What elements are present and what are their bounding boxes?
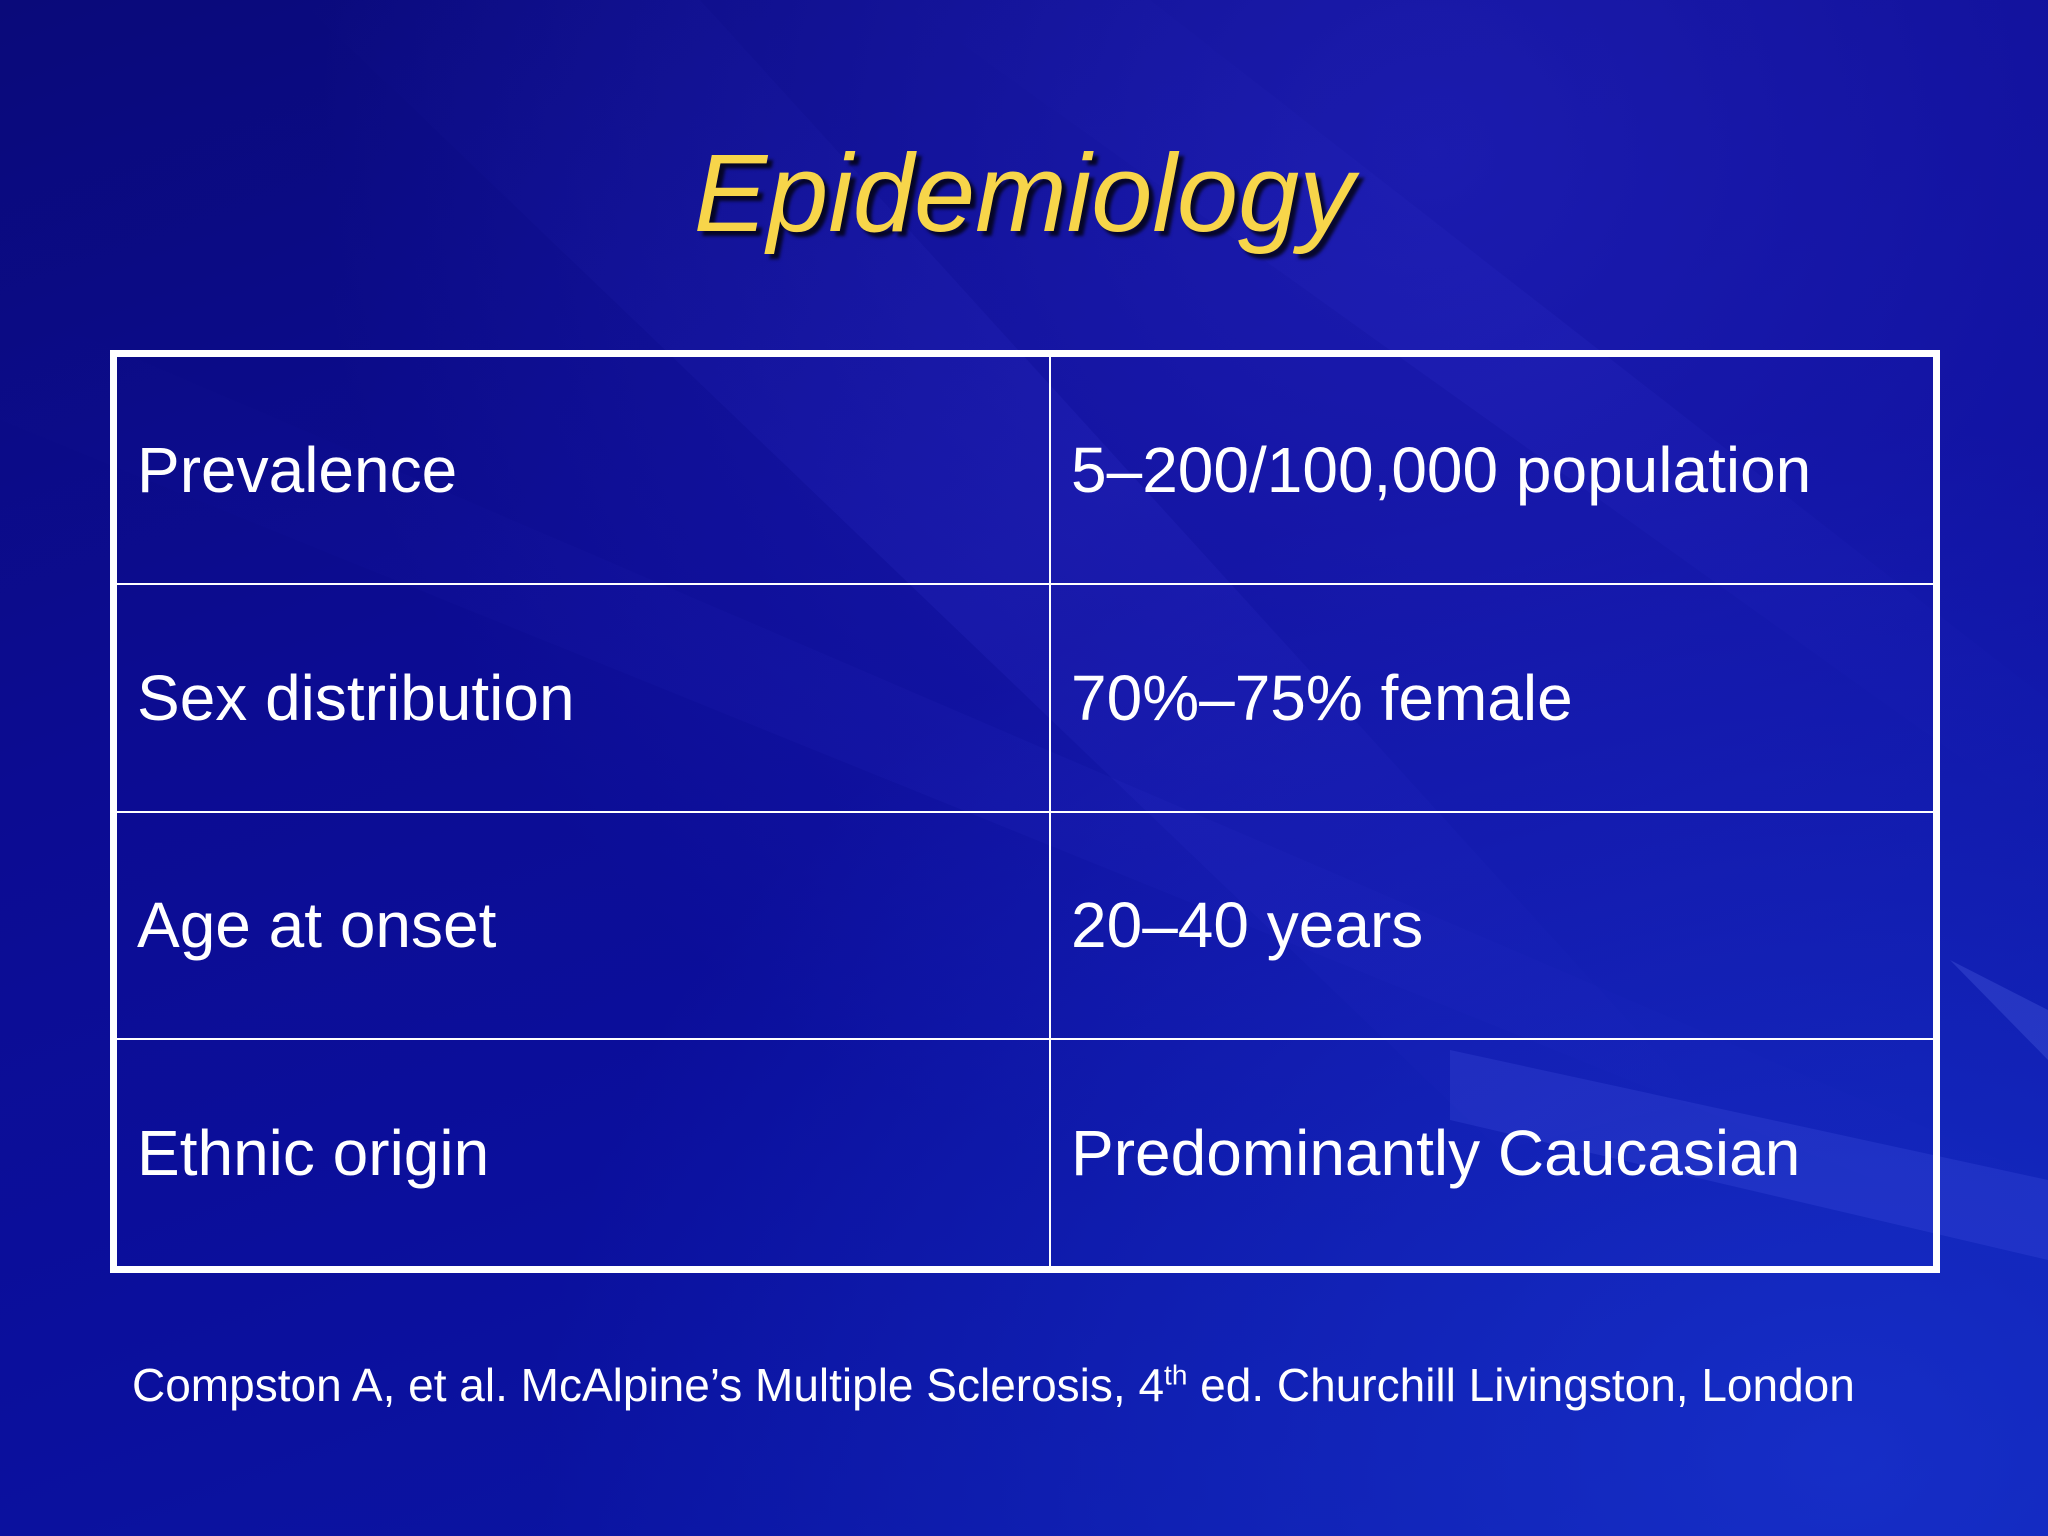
epidemiology-table: Prevalence 5–200/100,000 population Sex … xyxy=(110,350,1940,1273)
table-row: Ethnic origin Predominantly Caucasian xyxy=(115,1038,1935,1268)
row-value: 70%–75% female xyxy=(1049,582,1935,813)
citation-superscript: th xyxy=(1164,1359,1188,1391)
row-value: 5–200/100,000 population xyxy=(1049,355,1935,585)
table-row: Sex distribution 70%–75% female xyxy=(115,582,1935,813)
slide-title: Epidemiology xyxy=(693,132,1355,255)
table-row: Prevalence 5–200/100,000 population xyxy=(115,355,1935,585)
table-row: Age at onset 20–40 years xyxy=(115,810,1935,1041)
row-value: Predominantly Caucasian xyxy=(1049,1038,1935,1268)
citation-text: Compston A, et al. McAlpine’s Multiple S… xyxy=(132,1359,1165,1411)
row-label: Sex distribution xyxy=(115,582,1051,813)
citation: Compston A, et al. McAlpine’s Multiple S… xyxy=(132,1358,1855,1412)
citation-text-end: ed. Churchill Livingston, London xyxy=(1187,1359,1855,1411)
row-label: Prevalence xyxy=(115,355,1051,585)
row-label: Ethnic origin xyxy=(115,1038,1051,1268)
row-label: Age at onset xyxy=(115,810,1051,1041)
row-value: 20–40 years xyxy=(1049,810,1935,1041)
